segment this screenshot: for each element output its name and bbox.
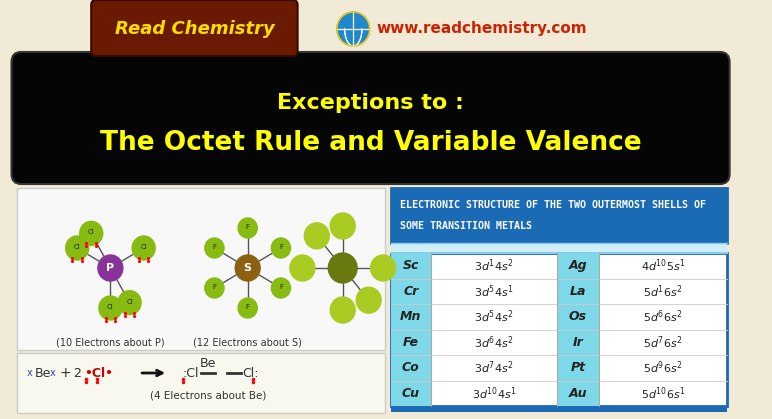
Circle shape xyxy=(118,291,141,315)
Text: Cl: Cl xyxy=(127,299,133,305)
Circle shape xyxy=(205,278,224,298)
Text: Cl: Cl xyxy=(88,229,95,235)
Text: www.readchemistry.com: www.readchemistry.com xyxy=(376,21,587,36)
Text: $5d^76s^2$: $5d^76s^2$ xyxy=(643,334,682,351)
Text: Sc: Sc xyxy=(403,259,419,272)
Text: $4d^{10}5s^1$: $4d^{10}5s^1$ xyxy=(641,257,686,274)
Bar xyxy=(391,406,726,412)
Text: (12 Electrons about S): (12 Electrons about S) xyxy=(193,337,302,347)
Text: Cu: Cu xyxy=(402,387,420,400)
Text: Exceptions to :: Exceptions to : xyxy=(277,93,464,113)
Text: $5d^66s^2$: $5d^66s^2$ xyxy=(643,308,682,325)
Text: F: F xyxy=(212,244,216,250)
Text: Cl: Cl xyxy=(74,244,80,250)
Text: $3d^14s^2$: $3d^14s^2$ xyxy=(474,257,513,274)
Circle shape xyxy=(271,238,290,258)
Circle shape xyxy=(66,236,89,260)
Text: Au: Au xyxy=(569,387,587,400)
Text: F: F xyxy=(279,284,283,290)
Text: The Octet Rule and Variable Valence: The Octet Rule and Variable Valence xyxy=(100,130,642,156)
Text: (10 Electrons about P): (10 Electrons about P) xyxy=(56,337,164,347)
Circle shape xyxy=(337,12,370,46)
Circle shape xyxy=(290,255,315,281)
Circle shape xyxy=(328,253,357,283)
Text: Cr: Cr xyxy=(403,285,418,298)
Circle shape xyxy=(132,236,155,260)
Text: Ag: Ag xyxy=(569,259,587,272)
Circle shape xyxy=(356,287,381,313)
Circle shape xyxy=(304,223,330,249)
Text: :Cl: :Cl xyxy=(182,367,199,380)
Bar xyxy=(17,188,385,350)
Bar xyxy=(391,188,726,243)
Circle shape xyxy=(238,218,257,238)
Text: $5d^16s^2$: $5d^16s^2$ xyxy=(643,283,682,300)
Bar xyxy=(391,243,726,253)
Circle shape xyxy=(98,255,123,281)
Bar xyxy=(391,253,431,406)
Circle shape xyxy=(80,221,103,246)
Text: x: x xyxy=(50,368,56,378)
Circle shape xyxy=(371,255,395,281)
Text: $3d^64s^2$: $3d^64s^2$ xyxy=(474,334,513,351)
Text: Cl:: Cl: xyxy=(242,367,259,380)
FancyBboxPatch shape xyxy=(12,52,730,184)
Text: Read Chemistry: Read Chemistry xyxy=(115,20,275,38)
Text: $3d^54s^2$: $3d^54s^2$ xyxy=(474,308,513,325)
Text: P: P xyxy=(107,263,114,273)
Text: Be: Be xyxy=(200,357,216,370)
Text: +: + xyxy=(59,366,71,380)
Circle shape xyxy=(99,296,122,320)
Text: F: F xyxy=(279,244,283,250)
Text: •Cl•: •Cl• xyxy=(84,367,113,380)
Circle shape xyxy=(330,213,355,239)
Text: ELECTRONIC STRUCTURE OF THE TWO OUTERMOST SHELLS OF: ELECTRONIC STRUCTURE OF THE TWO OUTERMOS… xyxy=(401,200,706,210)
Bar xyxy=(391,253,726,406)
Text: $3d^74s^2$: $3d^74s^2$ xyxy=(474,360,513,376)
Text: F: F xyxy=(212,284,216,290)
Text: Mn: Mn xyxy=(400,310,422,323)
Text: Ir: Ir xyxy=(573,336,584,349)
Text: x: x xyxy=(27,368,32,378)
Text: Fe: Fe xyxy=(403,336,419,349)
Text: La: La xyxy=(570,285,586,298)
Text: (4 Electrons about Be): (4 Electrons about Be) xyxy=(150,390,266,400)
Circle shape xyxy=(235,255,260,281)
Text: 2: 2 xyxy=(73,367,81,380)
Text: F: F xyxy=(245,224,249,230)
Text: Be: Be xyxy=(35,367,51,380)
Text: $3d^54s^1$: $3d^54s^1$ xyxy=(474,283,514,300)
Bar xyxy=(557,253,599,406)
Text: Cl: Cl xyxy=(141,244,147,250)
Text: $5d^96s^2$: $5d^96s^2$ xyxy=(643,360,682,376)
Text: Pt: Pt xyxy=(571,361,585,374)
Bar xyxy=(17,353,385,413)
Text: F: F xyxy=(245,304,249,310)
Circle shape xyxy=(271,278,290,298)
FancyBboxPatch shape xyxy=(91,0,297,56)
Text: $3d^{10}4s^1$: $3d^{10}4s^1$ xyxy=(472,385,516,401)
Text: $5d^{10}6s^1$: $5d^{10}6s^1$ xyxy=(641,385,686,401)
Text: SOME TRANSITION METALS: SOME TRANSITION METALS xyxy=(401,221,533,231)
Circle shape xyxy=(205,238,224,258)
Text: Co: Co xyxy=(402,361,420,374)
Text: Cl: Cl xyxy=(107,304,113,310)
Circle shape xyxy=(330,297,355,323)
Text: Os: Os xyxy=(569,310,587,323)
Text: S: S xyxy=(244,263,252,273)
Circle shape xyxy=(238,298,257,318)
